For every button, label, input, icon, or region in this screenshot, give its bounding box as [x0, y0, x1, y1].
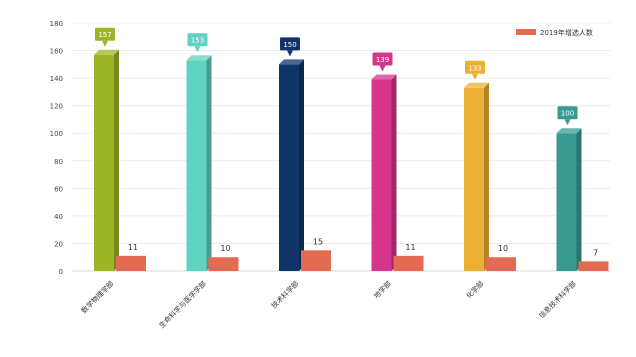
main-bar-top: [94, 49, 119, 55]
x-category-label: 化学部: [464, 279, 485, 300]
value-badge-pointer: [287, 50, 293, 57]
increment-label: 7: [593, 248, 598, 257]
y-axis: 0 20 40 60 80 100 120 140 160 180: [50, 20, 63, 276]
main-bar: [371, 79, 392, 271]
y-tick-label: 80: [54, 158, 63, 166]
main-bar-side: [206, 55, 212, 272]
main-bar-side: [484, 82, 489, 271]
legend-label: 2019年增选人数: [540, 28, 593, 37]
y-tick-label: 140: [50, 75, 63, 83]
main-bar-top: [186, 55, 212, 61]
main-bar-side: [391, 74, 397, 271]
y-tick-label: 20: [54, 240, 63, 248]
main-bar: [186, 60, 207, 272]
main-bar: [464, 87, 484, 271]
value-badge: [280, 37, 300, 51]
value-badge-label: 139: [376, 56, 389, 64]
value-badge: [557, 106, 578, 120]
y-tick-label: 120: [50, 103, 63, 111]
main-bar-top: [371, 74, 397, 80]
y-tick-label: 180: [50, 20, 63, 28]
x-category-label: 地学部: [372, 279, 393, 300]
main-bar-top: [464, 82, 489, 88]
main-bar-side: [114, 49, 119, 271]
legend-swatch: [516, 29, 536, 35]
increment-bar: [578, 261, 609, 271]
x-axis-labels: 数学物理学部 生命科学与医学学部 技术科学部 地学部 化学部 信息技术科学部: [79, 279, 578, 330]
value-badge: [465, 60, 485, 74]
legend: 2019年增选人数: [516, 28, 593, 37]
increment-bar: [393, 255, 424, 271]
y-tick-label: 100: [50, 130, 63, 138]
increment-bar: [301, 250, 331, 271]
x-category-label: 数学物理学部: [79, 279, 115, 315]
y-tick-label: 60: [54, 185, 63, 193]
y-tick-label: 0: [59, 268, 63, 276]
main-bar-top: [556, 128, 582, 134]
value-badge-pointer: [194, 46, 201, 53]
increment-bar: [116, 255, 146, 271]
value-badge: [95, 27, 115, 41]
main-bar-top: [279, 59, 304, 65]
increment-bar: [486, 257, 516, 271]
main-bar: [94, 54, 114, 271]
value-badge: [187, 33, 208, 47]
value-badge-pointer: [102, 40, 108, 47]
value-badge-pointer: [564, 119, 571, 126]
increment-label: 11: [405, 243, 415, 252]
increment-label: 10: [220, 244, 230, 253]
x-category-label: 技术科学部: [269, 279, 300, 310]
value-badge-label: 100: [561, 110, 574, 118]
value-badge-label: 133: [468, 64, 481, 72]
value-badge: [372, 52, 393, 66]
y-tick-label: 40: [54, 213, 63, 221]
main-bar: [279, 64, 299, 271]
y-tick-label: 160: [50, 48, 63, 56]
value-badge-label: 150: [283, 41, 296, 49]
value-badge-label: 153: [191, 37, 204, 45]
value-badge-label: 157: [98, 31, 111, 39]
increment-bar: [208, 257, 239, 271]
main-bar-side: [299, 59, 304, 272]
main-bar-side: [576, 128, 582, 271]
x-category-label: 生命科学与医学学部: [157, 279, 208, 330]
increment-label: 11: [128, 243, 138, 252]
main-bar: [556, 133, 577, 271]
increment-label: 10: [498, 244, 508, 253]
bars: 157 11 153 10 150 15 139 11 133 10 100 7: [94, 27, 609, 272]
increment-label: 15: [313, 237, 323, 246]
x-category-label: 信息技术科学部: [537, 279, 578, 320]
value-badge-pointer: [379, 65, 386, 72]
grid-lines: [72, 22, 610, 272]
value-badge-pointer: [472, 73, 478, 80]
